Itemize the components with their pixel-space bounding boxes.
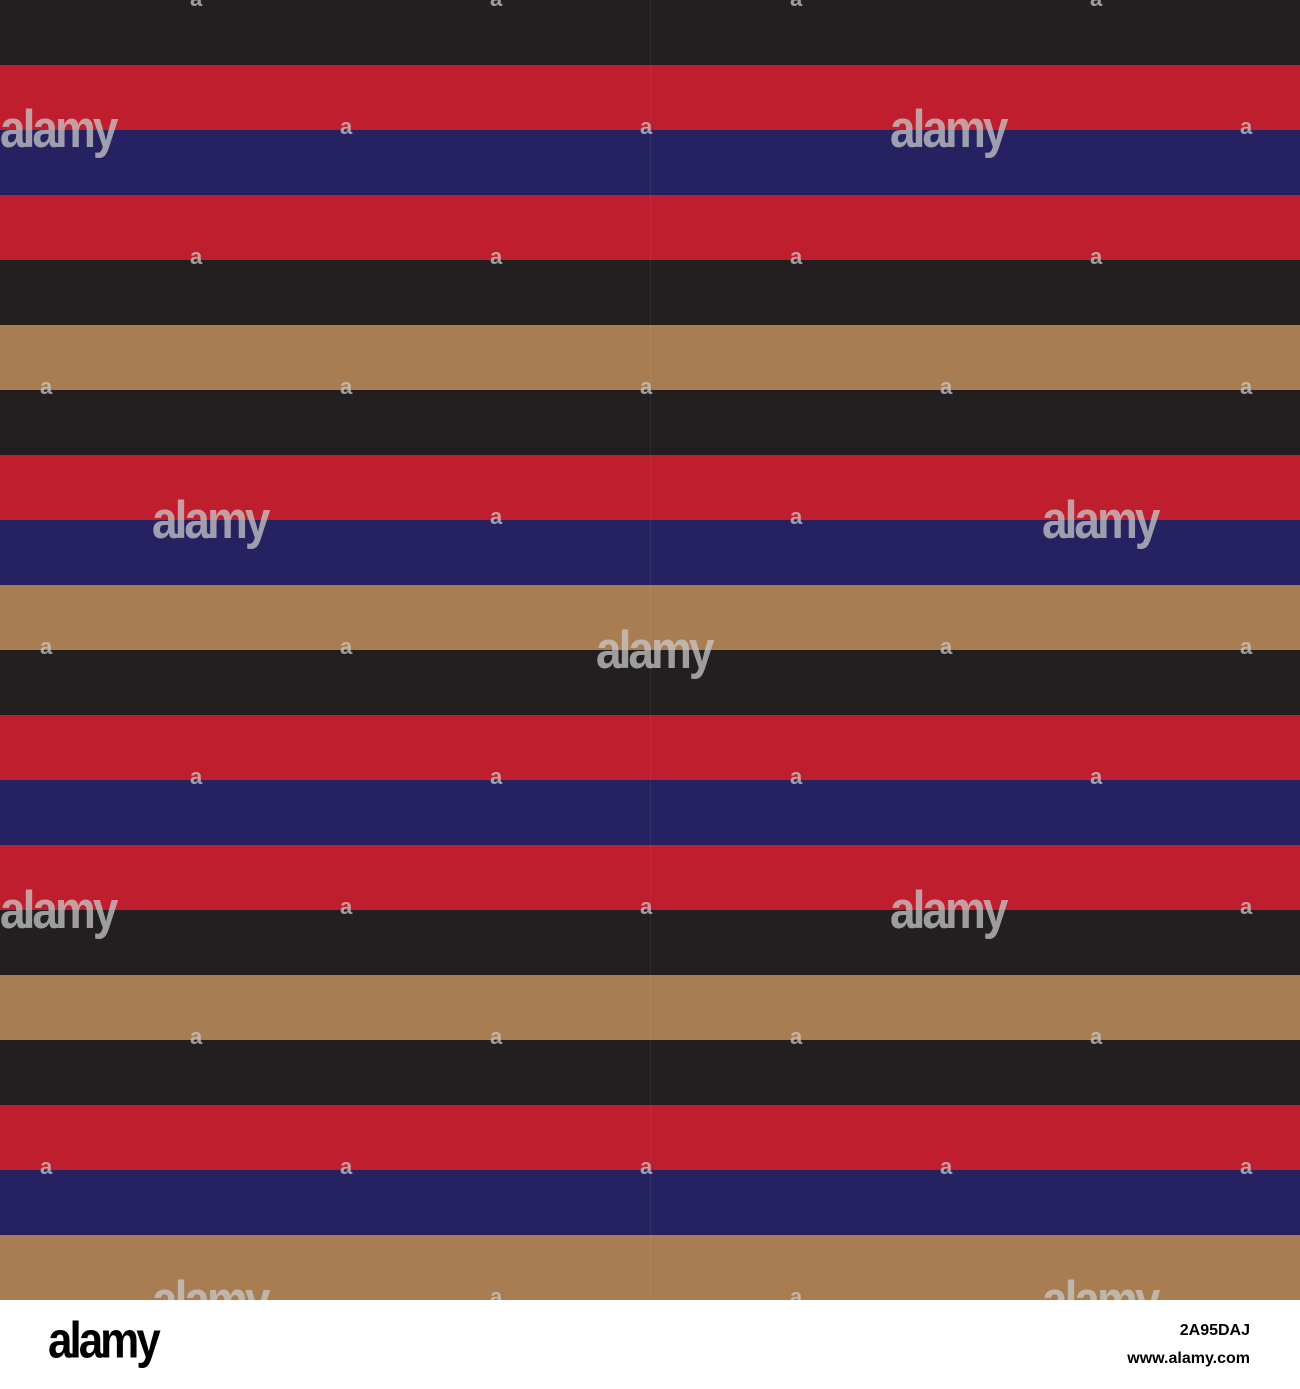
watermark-logo: alamy — [890, 879, 1008, 940]
watermark-mark: a — [790, 764, 803, 789]
watermark-mark: a — [490, 764, 503, 789]
footer-url: www.alamy.com — [1127, 1350, 1250, 1367]
watermark-mark: a — [490, 1024, 503, 1049]
stripe-navy — [0, 1170, 1300, 1236]
stripe-red — [0, 195, 1300, 261]
watermark-mark: a — [640, 1154, 653, 1179]
watermark-mark: a — [940, 1154, 953, 1179]
stripe-red — [0, 715, 1300, 781]
watermark-mark: a — [1090, 764, 1103, 789]
stripe-black — [0, 0, 1300, 66]
watermark-logo: alamy — [1042, 1269, 1160, 1300]
stripe-navy — [0, 520, 1300, 586]
watermark-logo: alamy — [0, 879, 118, 940]
watermark-mark: a — [490, 504, 503, 529]
watermark-mark: a — [1240, 894, 1253, 919]
watermark-mark: a — [940, 374, 953, 399]
stripe-black — [0, 1040, 1300, 1106]
watermark-logo: alamy — [152, 1269, 270, 1300]
striped-pattern: alamy alamy alamy alamy alamy alamy alamy alamy… — [0, 0, 1300, 1300]
watermark-mark: a — [790, 0, 802, 10]
stripe-black — [0, 260, 1300, 326]
watermark-mark: a — [640, 374, 653, 399]
watermark-mark: a — [340, 374, 353, 399]
watermark-mark: a — [190, 0, 202, 10]
watermark-mark: a — [1090, 1024, 1103, 1049]
watermark-mark: a — [40, 1154, 53, 1179]
watermark-mark: a — [190, 244, 203, 269]
watermark-mark: a — [490, 1284, 503, 1301]
watermark-mark: a — [1240, 114, 1253, 139]
watermark-mark: a — [790, 504, 803, 529]
watermark-mark: a — [640, 894, 653, 919]
watermark-mark: a — [40, 374, 53, 399]
stripe-red — [0, 1105, 1300, 1171]
watermark-mark: a — [1240, 374, 1253, 399]
watermark-mark: a — [790, 1024, 803, 1049]
footer-logo: alamy — [48, 1312, 161, 1369]
watermark-mark: a — [190, 1024, 203, 1049]
watermark-mark: a — [1240, 634, 1253, 659]
watermark-logo: alamy — [152, 489, 270, 550]
stripe-black — [0, 650, 1300, 716]
watermark-mark: a — [190, 764, 203, 789]
image-id: 2A95DAJ — [1179, 1322, 1250, 1339]
stripe-tan — [0, 1235, 1300, 1300]
watermark-mark: a — [490, 244, 503, 269]
watermark-mark: a — [340, 634, 353, 659]
watermark-mark: a — [1240, 1154, 1253, 1179]
watermark-logo: alamy — [1042, 489, 1160, 550]
watermark-mark: a — [40, 634, 53, 659]
stripe-red — [0, 845, 1300, 911]
watermark-logo: alamy — [0, 98, 118, 159]
stripe-tan — [0, 325, 1300, 391]
watermark-mark: a — [340, 894, 353, 919]
watermark-mark: a — [490, 0, 502, 10]
stripe-tan — [0, 975, 1300, 1041]
stripe-red — [0, 65, 1300, 131]
stripe-black — [0, 390, 1300, 456]
stripe-red — [0, 455, 1300, 521]
stripe-black — [0, 910, 1300, 976]
watermark-mark: a — [640, 114, 653, 139]
tile-seam — [650, 0, 651, 1300]
watermark-logo: alamy — [890, 98, 1008, 159]
stripe-tan — [0, 585, 1300, 651]
watermark-logo: alamy — [596, 619, 714, 680]
watermark-mark: a — [1090, 244, 1103, 269]
watermark-mark: a — [1090, 0, 1102, 10]
watermark-mark: a — [790, 1284, 803, 1301]
watermark-mark: a — [940, 634, 953, 659]
watermark-mark: a — [340, 114, 353, 139]
watermark-mark: a — [790, 244, 803, 269]
footer-bar: alamy 2A95DAJ www.alamy.com — [0, 1300, 1300, 1389]
stripe-navy — [0, 780, 1300, 846]
watermark-mark: a — [340, 1154, 353, 1179]
stripe-navy — [0, 130, 1300, 196]
